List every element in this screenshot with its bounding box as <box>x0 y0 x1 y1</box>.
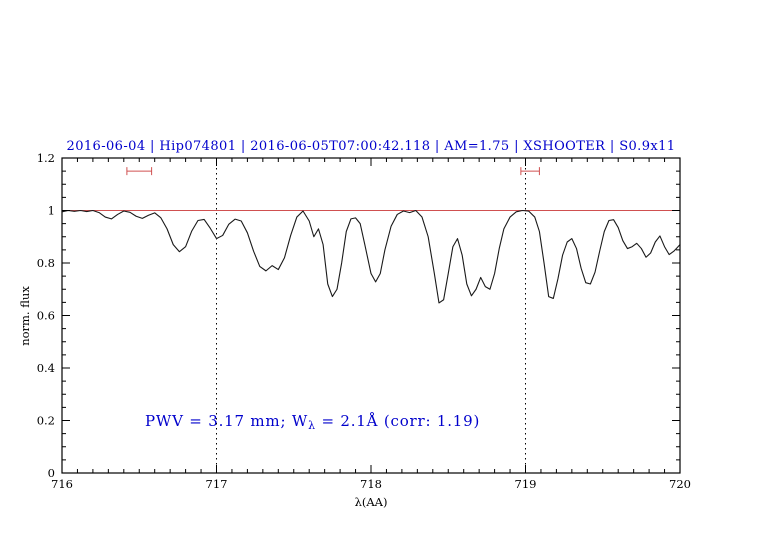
y-tick-label: 0.6 <box>37 309 55 323</box>
y-tick-label: 0.4 <box>37 361 55 375</box>
x-tick-label: 716 <box>51 477 73 491</box>
y-tick-label: 1 <box>48 204 55 218</box>
y-axis-label: norm. flux <box>18 286 32 346</box>
pwv-annotation-suffix: = 2.1Å (corr: 1.19) <box>316 412 480 430</box>
y-tick-label: 0.8 <box>37 256 55 270</box>
y-tick-label: 0 <box>48 466 55 480</box>
pwv-annotation: PWV = 3.17 mm; Wλ = 2.1Å (corr: 1.19) <box>145 412 480 432</box>
x-tick-label: 720 <box>669 477 691 491</box>
y-tick-label: 0.2 <box>37 414 55 428</box>
pwv-annotation-prefix: PWV = 3.17 mm; W <box>145 412 308 430</box>
plot-drawing-layer: 716 717 718 719 720 0 0.2 0.4 0.6 0.8 1 1.2 <box>37 151 691 491</box>
x-tick-label: 719 <box>515 477 537 491</box>
spectrum-line <box>61 209 681 304</box>
x-axis-label: λ(AA) <box>355 495 388 509</box>
x-tick-label: 717 <box>206 477 228 491</box>
x-tick-label: 718 <box>360 477 382 491</box>
y-tick-label: 1.2 <box>37 151 55 165</box>
pwv-annotation-sub: λ <box>308 419 316 432</box>
plot-title: 2016-06-04 | Hip074801 | 2016-06-05T07:0… <box>67 139 676 154</box>
